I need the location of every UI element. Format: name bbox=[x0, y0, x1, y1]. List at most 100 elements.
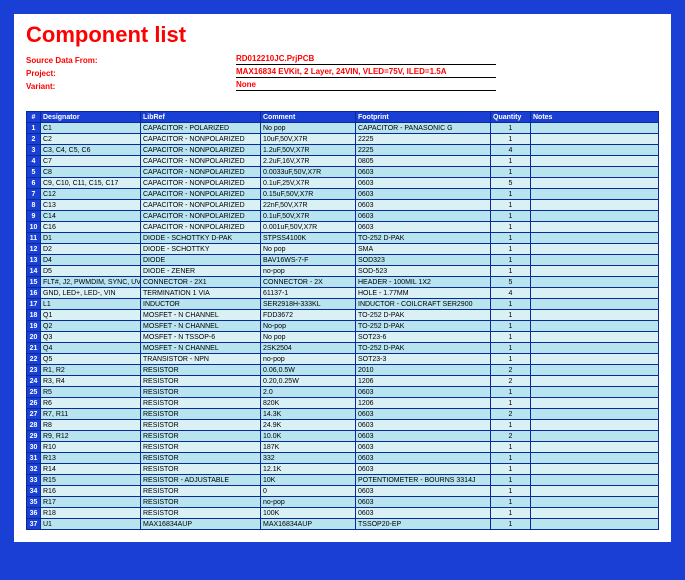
cell-libref: DIODE - SCHOTTKY bbox=[141, 244, 261, 255]
cell-footprint: 1206 bbox=[356, 376, 491, 387]
cell-comment: 0.001uF,50V,X7R bbox=[261, 222, 356, 233]
col-footprint: Footprint bbox=[356, 112, 491, 123]
cell-notes bbox=[531, 244, 659, 255]
cell-libref: TRANSISTOR - NPN bbox=[141, 354, 261, 365]
meta-label-variant: Variant: bbox=[26, 82, 236, 91]
cell-quantity: 1 bbox=[491, 321, 531, 332]
cell-libref: INDUCTOR bbox=[141, 299, 261, 310]
cell-designator: R15 bbox=[41, 475, 141, 486]
cell-libref: MOSFET - N CHANNEL bbox=[141, 343, 261, 354]
cell-num: 37 bbox=[27, 519, 41, 530]
meta-value-project: MAX16834 EVKit, 2 Layer, 24VIN, VLED=75V… bbox=[236, 67, 496, 78]
cell-num: 6 bbox=[27, 178, 41, 189]
cell-notes bbox=[531, 156, 659, 167]
cell-libref: CAPACITOR - NONPOLARIZED bbox=[141, 145, 261, 156]
cell-quantity: 1 bbox=[491, 508, 531, 519]
cell-designator: C13 bbox=[41, 200, 141, 211]
cell-quantity: 1 bbox=[491, 200, 531, 211]
cell-notes bbox=[531, 464, 659, 475]
component-table: # Designator LibRef Comment Footprint Qu… bbox=[26, 111, 659, 530]
cell-libref: CONNECTOR - 2X1 bbox=[141, 277, 261, 288]
cell-comment: 0.0033uF,50V,X7R bbox=[261, 167, 356, 178]
cell-comment: 2SK2504 bbox=[261, 343, 356, 354]
cell-num: 25 bbox=[27, 387, 41, 398]
cell-num: 27 bbox=[27, 409, 41, 420]
meta-label-source: Source Data From: bbox=[26, 56, 236, 65]
cell-num: 17 bbox=[27, 299, 41, 310]
cell-comment: 0.1uF,50V,X7R bbox=[261, 211, 356, 222]
cell-designator: L1 bbox=[41, 299, 141, 310]
cell-comment: 2.2uF,16V,X7R bbox=[261, 156, 356, 167]
cell-footprint: 0603 bbox=[356, 200, 491, 211]
cell-notes bbox=[531, 178, 659, 189]
cell-notes bbox=[531, 332, 659, 343]
cell-quantity: 1 bbox=[491, 343, 531, 354]
table-row: 30R10RESISTOR187K06031 bbox=[27, 442, 659, 453]
table-row: 37U1MAX16834AUPMAX16834AUPTSSOP20-EP1 bbox=[27, 519, 659, 530]
cell-libref: RESISTOR bbox=[141, 442, 261, 453]
table-row: 27R7, R11RESISTOR14.3K06032 bbox=[27, 409, 659, 420]
cell-footprint: SOD323 bbox=[356, 255, 491, 266]
table-row: 25R5RESISTOR2.006031 bbox=[27, 387, 659, 398]
table-row: 8C13CAPACITOR - NONPOLARIZED22nF,50V,X7R… bbox=[27, 200, 659, 211]
table-row: 20Q3MOSFET - N TSSOP-6No popSOT23-61 bbox=[27, 332, 659, 343]
cell-designator: C9, C10, C11, C15, C17 bbox=[41, 178, 141, 189]
cell-quantity: 4 bbox=[491, 288, 531, 299]
cell-libref: RESISTOR bbox=[141, 486, 261, 497]
table-row: 7C12CAPACITOR - NONPOLARIZED0.15uF,50V,X… bbox=[27, 189, 659, 200]
cell-designator: R8 bbox=[41, 420, 141, 431]
table-row: 13D4DIODEBAV16WS-7-FSOD3231 bbox=[27, 255, 659, 266]
page-title: Component list bbox=[26, 22, 659, 48]
cell-num: 5 bbox=[27, 167, 41, 178]
cell-comment: 0.1uF,25V,X7R bbox=[261, 178, 356, 189]
table-row: 14D5DIODE - ZENERno-popSOD-5231 bbox=[27, 266, 659, 277]
table-row: 33R15RESISTOR - ADJUSTABLE10KPOTENTIOMET… bbox=[27, 475, 659, 486]
table-row: 6C9, C10, C11, C15, C17CAPACITOR - NONPO… bbox=[27, 178, 659, 189]
cell-quantity: 1 bbox=[491, 233, 531, 244]
cell-comment: FDD3672 bbox=[261, 310, 356, 321]
cell-notes bbox=[531, 288, 659, 299]
table-row: 31R13RESISTOR33206031 bbox=[27, 453, 659, 464]
cell-notes bbox=[531, 189, 659, 200]
cell-designator: R14 bbox=[41, 464, 141, 475]
cell-footprint: 0603 bbox=[356, 211, 491, 222]
cell-footprint: 0603 bbox=[356, 409, 491, 420]
cell-footprint: 0603 bbox=[356, 189, 491, 200]
cell-designator: Q3 bbox=[41, 332, 141, 343]
table-row: 1C1CAPACITOR - POLARIZEDNo popCAPACITOR … bbox=[27, 123, 659, 134]
cell-libref: RESISTOR bbox=[141, 464, 261, 475]
page-container: Component list Source Data From: RD01221… bbox=[12, 12, 673, 544]
meta-row-project: Project: MAX16834 EVKit, 2 Layer, 24VIN,… bbox=[26, 67, 659, 78]
cell-comment: MAX16834AUP bbox=[261, 519, 356, 530]
cell-quantity: 1 bbox=[491, 332, 531, 343]
table-row: 29R9, R12RESISTOR10.0K06032 bbox=[27, 431, 659, 442]
table-row: 3C3, C4, C5, C6CAPACITOR - NONPOLARIZED1… bbox=[27, 145, 659, 156]
cell-designator: Q4 bbox=[41, 343, 141, 354]
cell-designator: GND, LED+, LED-, VIN bbox=[41, 288, 141, 299]
meta-row-variant: Variant: None bbox=[26, 80, 659, 91]
cell-comment: 61137-1 bbox=[261, 288, 356, 299]
table-row: 19Q2MOSFET - N CHANNELNo-popTO-252 D-PAK… bbox=[27, 321, 659, 332]
cell-footprint: 1206 bbox=[356, 398, 491, 409]
cell-num: 34 bbox=[27, 486, 41, 497]
cell-libref: CAPACITOR - NONPOLARIZED bbox=[141, 167, 261, 178]
cell-num: 29 bbox=[27, 431, 41, 442]
cell-notes bbox=[531, 376, 659, 387]
cell-designator: R10 bbox=[41, 442, 141, 453]
cell-footprint: 0603 bbox=[356, 387, 491, 398]
cell-footprint: 2225 bbox=[356, 145, 491, 156]
cell-designator: R13 bbox=[41, 453, 141, 464]
cell-num: 19 bbox=[27, 321, 41, 332]
cell-libref: CAPACITOR - NONPOLARIZED bbox=[141, 134, 261, 145]
cell-designator: C12 bbox=[41, 189, 141, 200]
cell-quantity: 1 bbox=[491, 497, 531, 508]
cell-quantity: 2 bbox=[491, 376, 531, 387]
cell-num: 18 bbox=[27, 310, 41, 321]
cell-quantity: 1 bbox=[491, 420, 531, 431]
table-row: 12D2DIODE - SCHOTTKYNo popSMA1 bbox=[27, 244, 659, 255]
cell-notes bbox=[531, 354, 659, 365]
cell-libref: MOSFET - N TSSOP-6 bbox=[141, 332, 261, 343]
cell-comment: No pop bbox=[261, 123, 356, 134]
cell-notes bbox=[531, 398, 659, 409]
cell-notes bbox=[531, 343, 659, 354]
